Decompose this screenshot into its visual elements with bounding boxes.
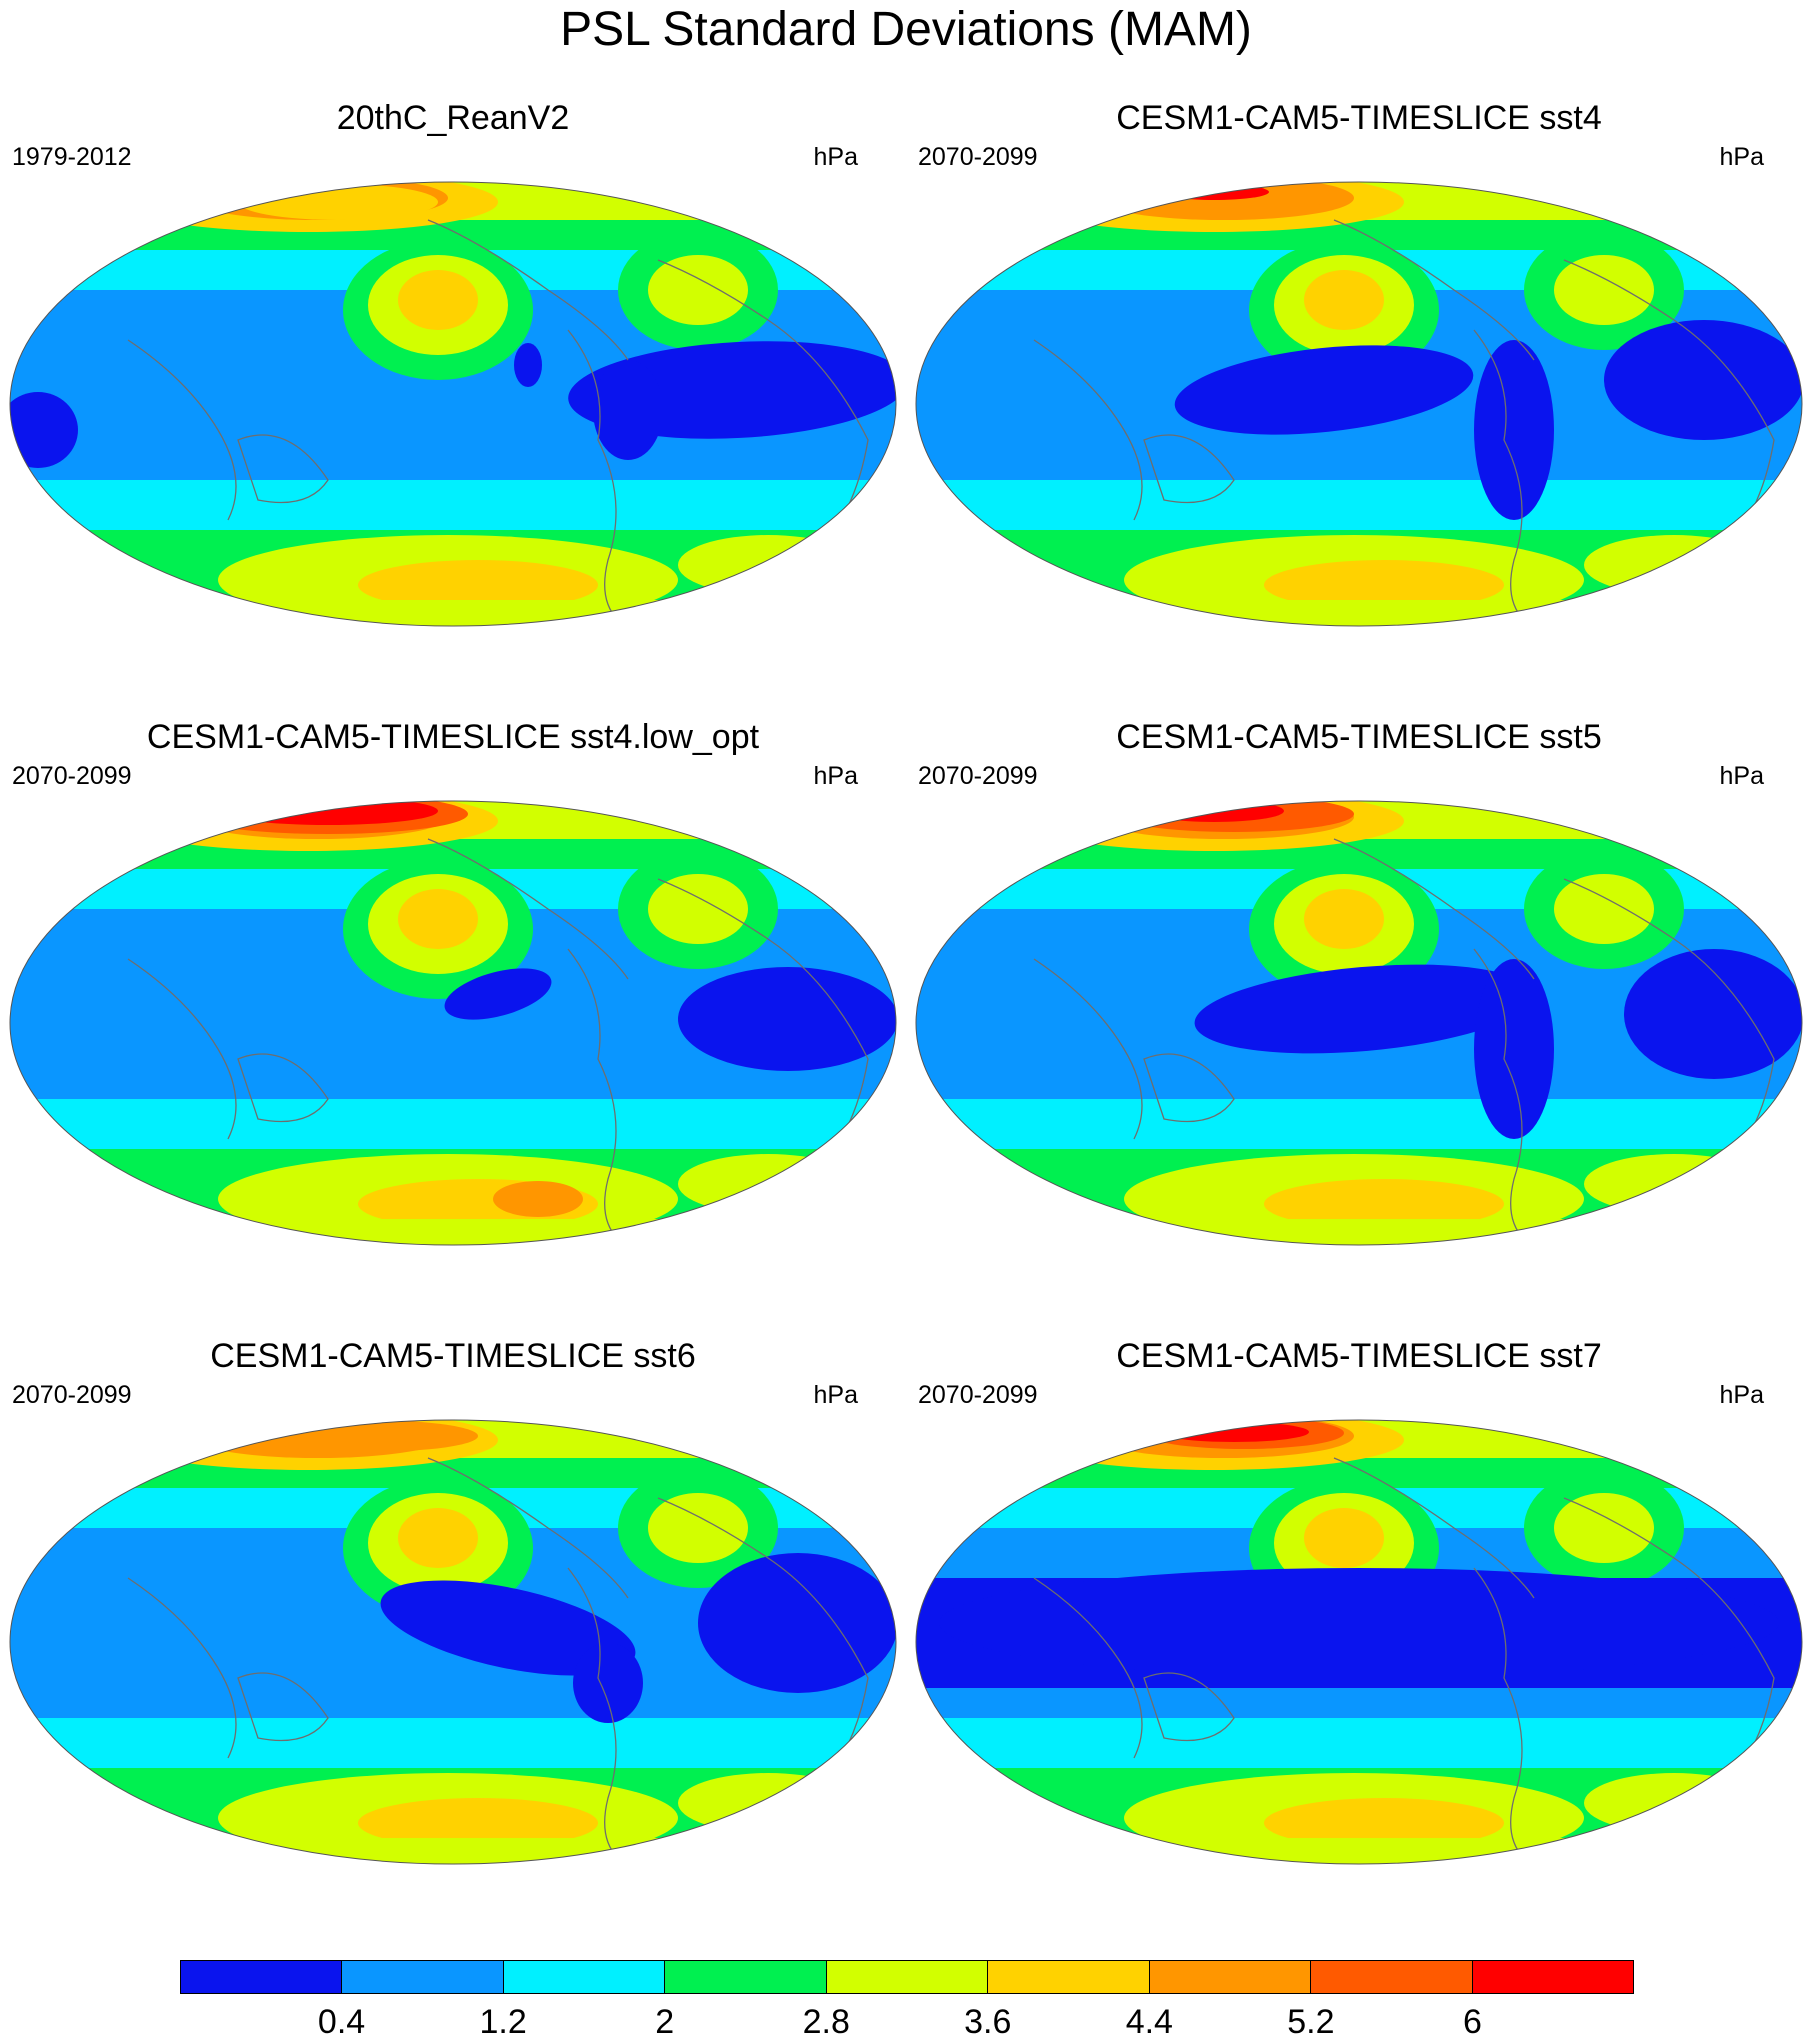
map-panel: CESM1-CAM5-TIMESLICE sst4.low_opt 2070-20…: [0, 717, 906, 1337]
colorbar-swatch: [1472, 1961, 1633, 1993]
colorbar-swatch: [181, 1961, 343, 1993]
colorbar: [180, 1960, 1634, 1994]
panel-period: 1979-2012: [12, 143, 132, 171]
panel-title: CESM1-CAM5-TIMESLICE sst4.low_opt: [146, 718, 760, 756]
coastlines: [127, 838, 869, 1240]
colorbar-swatch: [503, 1961, 666, 1993]
colorbar-swatch: [1311, 1961, 1473, 1993]
colorbar-label: 5.2: [1287, 2003, 1335, 2041]
contour-fill: [10, 1420, 896, 1864]
panel-period: 2070-2099: [12, 762, 132, 790]
map-outline: [915, 1419, 1803, 1865]
coastlines: [1033, 838, 1775, 1240]
colorbar-label: 1.2: [479, 2003, 527, 2041]
coastlines: [127, 219, 869, 621]
colorbar-label: 0.4: [317, 2003, 366, 2041]
projected-map: [9, 181, 897, 627]
projected-map: [9, 800, 897, 1246]
colorbar-label: 3.6: [964, 2003, 1012, 2041]
projected-map: [915, 1419, 1803, 1865]
projected-map: [915, 800, 1803, 1246]
panel-units: hPa: [813, 143, 858, 171]
colorbar-swatch: [342, 1961, 504, 1993]
colorbar-label: 2: [655, 2003, 675, 2041]
map-panel: CESM1-CAM5-TIMESLICE sst5 2070-2099 hPa: [906, 717, 1812, 1337]
map-panel: CESM1-CAM5-TIMESLICE sst7 2070-2099 hPa: [906, 1336, 1812, 1956]
projected-map: [915, 181, 1803, 627]
colorbar-swatch: [826, 1961, 989, 1993]
panel-title: CESM1-CAM5-TIMESLICE sst5: [1116, 718, 1602, 756]
map-outline: [9, 181, 897, 627]
panel-period: 2070-2099: [918, 1381, 1038, 1409]
colorbar-swatch: [1149, 1961, 1312, 1993]
colorbar-label: 6: [1462, 2003, 1482, 2041]
coastlines: [1033, 1457, 1775, 1859]
panel-title: 20thC_ReanV2: [336, 99, 570, 137]
contour-fill: [916, 1420, 1802, 1864]
contour-fill: [10, 801, 896, 1245]
contour-fill: [10, 182, 896, 626]
coastlines: [127, 1457, 869, 1859]
panel-title: CESM1-CAM5-TIMESLICE sst6: [210, 1337, 696, 1375]
panel-title: CESM1-CAM5-TIMESLICE sst7: [1116, 1337, 1602, 1375]
coastlines: [1033, 219, 1775, 621]
map-panel: 20thC_ReanV2 1979-2012 hPa: [0, 98, 906, 718]
colorbar-swatch: [988, 1961, 1150, 1993]
panel-period: 2070-2099: [12, 1381, 132, 1409]
colorbar-swatch: [665, 1961, 827, 1993]
colorbar-label: 2.8: [802, 2003, 850, 2041]
map-panel: CESM1-CAM5-TIMESLICE sst6 2070-2099 hPa: [0, 1336, 906, 1956]
map-outline: [9, 1419, 897, 1865]
map-outline: [915, 800, 1803, 1246]
contour-fill: [916, 801, 1802, 1245]
panel-units: hPa: [1719, 143, 1764, 171]
contour-fill: [916, 182, 1802, 626]
map-outline: [915, 181, 1803, 627]
map-outline: [9, 800, 897, 1246]
map-panel: CESM1-CAM5-TIMESLICE sst4 2070-2099 hPa: [906, 98, 1812, 718]
panel-period: 2070-2099: [918, 143, 1038, 171]
panel-units: hPa: [813, 1381, 858, 1409]
figure-title: PSL Standard Deviations (MAM): [560, 3, 1252, 56]
panel-units: hPa: [1719, 1381, 1764, 1409]
panel-units: hPa: [1719, 762, 1764, 790]
panel-units: hPa: [813, 762, 858, 790]
panel-title: CESM1-CAM5-TIMESLICE sst4: [1116, 99, 1602, 137]
colorbar-label: 4.4: [1125, 2003, 1173, 2041]
projected-map: [9, 1419, 897, 1865]
panel-period: 2070-2099: [918, 762, 1038, 790]
